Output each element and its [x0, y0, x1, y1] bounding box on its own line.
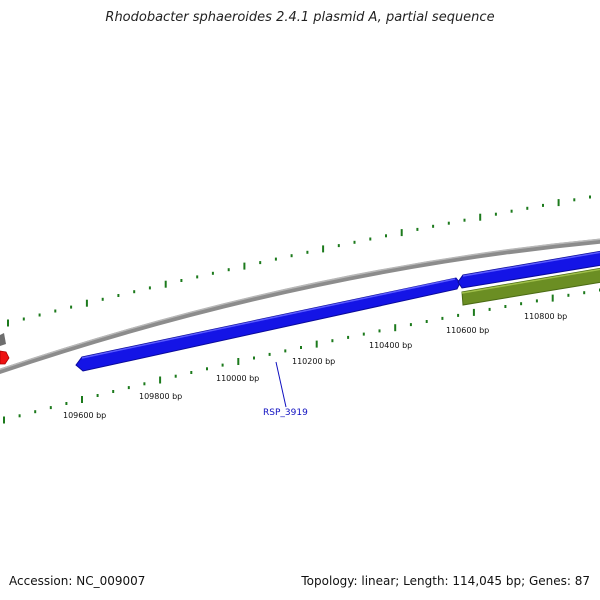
topology-summary: Topology: linear; Length: 114,045 bp; Ge…	[301, 574, 590, 588]
gene-arrow-rsp3919[interactable]	[75, 277, 461, 372]
accession-label: Accession: NC_009007	[9, 574, 146, 588]
scale-tick-label: 109600 bp	[63, 411, 106, 420]
gene-arrow-edge	[462, 251, 600, 277]
scale-tick-track	[3, 288, 600, 424]
gene-arrow-edge	[461, 268, 600, 294]
sequence-backbone-highlight	[0, 238, 600, 371]
outer-tick-track	[7, 195, 591, 327]
scale-tick-label: 110800 bp	[524, 312, 567, 321]
sequence-backbone	[0, 238, 600, 374]
map-title: Rhodobacter sphaeroides 2.4.1 plasmid A,…	[105, 10, 495, 25]
gene-arrow-olive[interactable]	[461, 267, 600, 306]
scale-tick-label: 110000 bp	[216, 374, 259, 383]
gene-arrow-edge	[81, 278, 456, 359]
gene-arrow-red[interactable]	[0, 350, 10, 365]
scale-tick-label: 109800 bp	[139, 392, 182, 401]
scale-tick-label: 110600 bp	[446, 326, 489, 335]
scale-labels: 109600 bp 109800 bp 110000 bp 110200 bp 1104…	[63, 312, 567, 420]
gene-callout-line	[275, 361, 287, 408]
gene-arrow-gray[interactable]	[0, 333, 6, 346]
scale-tick-label: 110200 bp	[292, 357, 335, 366]
gene-label-rsp3919[interactable]: RSP_3919	[263, 408, 308, 418]
gene-arrow-right-blue[interactable]	[457, 250, 600, 289]
scale-tick-label: 110400 bp	[369, 341, 412, 350]
